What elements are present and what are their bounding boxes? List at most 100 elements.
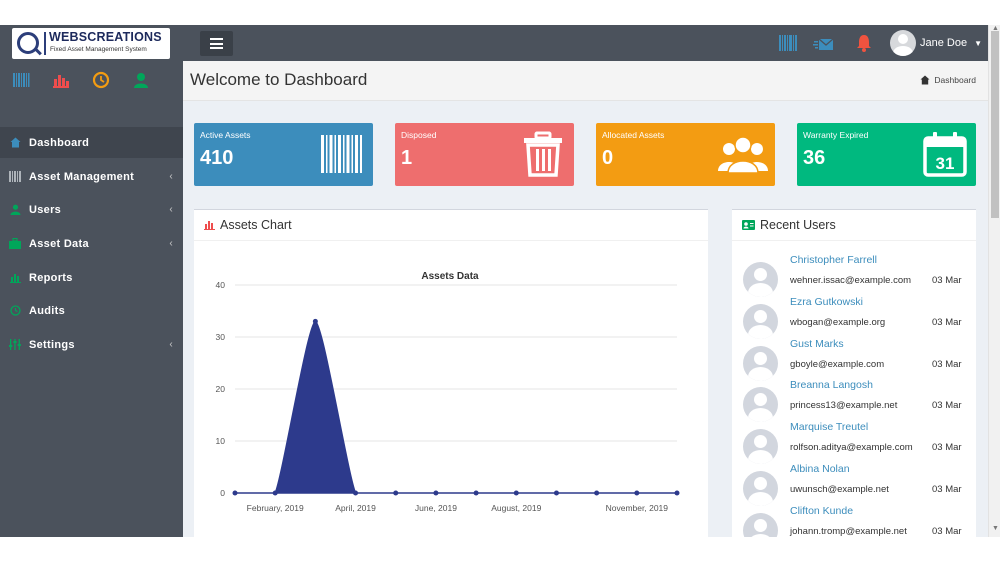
data-point[interactable] bbox=[353, 490, 359, 496]
clock-icon[interactable] bbox=[92, 71, 110, 89]
brand-logo[interactable]: WEBSCREATIONS Fixed Asset Management Sys… bbox=[12, 28, 170, 59]
data-point[interactable] bbox=[433, 490, 439, 496]
brand-tagline: Fixed Asset Management System bbox=[50, 46, 147, 53]
avatar bbox=[743, 345, 778, 381]
assets-chart-panel: Assets Chart Assets Data 0 10 20 30 40 Febru… bbox=[194, 209, 708, 537]
magnifier-logo-icon bbox=[17, 32, 39, 54]
chevron-left-icon: ‹ bbox=[169, 171, 173, 182]
data-point[interactable] bbox=[674, 490, 680, 496]
stat-value: 36 bbox=[803, 147, 826, 169]
chart-title: Assets Data bbox=[421, 271, 479, 282]
scroll-down-arrow-icon[interactable]: ▼ bbox=[992, 525, 999, 532]
barcode-icon[interactable] bbox=[777, 32, 799, 54]
bar-chart-icon[interactable] bbox=[52, 71, 70, 89]
x-tick-label: June, 2019 bbox=[415, 503, 457, 513]
user-date: 03 Mar bbox=[932, 316, 962, 328]
data-point[interactable] bbox=[473, 490, 479, 496]
user-name-link[interactable]: Gust Marks bbox=[790, 337, 844, 350]
user-menu[interactable]: Jane Doe ▼ bbox=[890, 29, 982, 57]
caret-down-icon: ▼ bbox=[974, 38, 983, 48]
list-item[interactable]: Christopher Farrell wehner.issac@example.… bbox=[732, 250, 976, 297]
sliders-icon bbox=[9, 339, 21, 351]
sidebar-item-label: Users bbox=[29, 203, 62, 216]
sidebar-item-label: Reports bbox=[29, 271, 73, 284]
user-name-link[interactable]: Breanna Langosh bbox=[790, 379, 873, 392]
data-point[interactable] bbox=[312, 318, 318, 324]
data-point[interactable] bbox=[232, 490, 238, 496]
user-date: 03 Mar bbox=[932, 525, 962, 537]
avatar bbox=[743, 387, 778, 423]
stat-label: Active Assets bbox=[200, 130, 251, 140]
user-date: 03 Mar bbox=[932, 275, 962, 286]
data-point[interactable] bbox=[513, 490, 519, 496]
user-name: Jane Doe bbox=[920, 37, 968, 49]
user-email: uwunsch@example.net bbox=[790, 484, 889, 495]
user-name-link[interactable]: Ezra Gutkowski bbox=[790, 295, 863, 308]
barcode-icon bbox=[9, 171, 21, 183]
user-name-link[interactable]: Albina Nolan bbox=[790, 463, 850, 475]
id-card-icon bbox=[742, 220, 755, 230]
stat-label: Disposed bbox=[401, 130, 437, 140]
brand-name: WEBSCREATIONS bbox=[49, 30, 162, 44]
user-icon[interactable] bbox=[132, 71, 150, 89]
x-tick-label: April, 2019 bbox=[335, 503, 376, 513]
data-point[interactable] bbox=[594, 490, 600, 496]
y-tick-label: 0 bbox=[220, 488, 225, 498]
avatar bbox=[743, 303, 778, 339]
breadcrumb[interactable]: Dashboard bbox=[920, 75, 976, 85]
avatar bbox=[890, 30, 916, 56]
data-point[interactable] bbox=[272, 490, 278, 496]
user-name-link[interactable]: Clifton Kunde bbox=[790, 504, 854, 517]
data-point[interactable] bbox=[634, 490, 640, 496]
data-point[interactable] bbox=[393, 490, 399, 496]
list-item[interactable]: Marquise Treutel rolfson.aditya@example.c… bbox=[732, 417, 976, 465]
sidebar-item-audits[interactable]: Audits bbox=[0, 295, 183, 326]
panel-header: Assets Chart bbox=[194, 210, 708, 241]
data-point[interactable] bbox=[553, 490, 559, 496]
y-tick-label: 10 bbox=[216, 436, 226, 446]
list-item[interactable]: Gust Marks gboyle@example.com 03 Mar bbox=[732, 334, 976, 381]
user-date: 03 Mar bbox=[932, 358, 962, 370]
sidebar-item-dashboard[interactable]: Dashboard bbox=[0, 127, 183, 158]
scroll-up-arrow-icon[interactable]: ▲ bbox=[992, 25, 999, 32]
mail-send-icon[interactable] bbox=[813, 32, 835, 54]
list-item[interactable]: Clifton Kunde johann.tromp@example.net 03 … bbox=[732, 501, 976, 537]
stat-card-disposed[interactable]: Disposed 1 bbox=[395, 123, 574, 186]
sidebar-toggle-button[interactable] bbox=[200, 31, 233, 56]
scroll-thumb[interactable] bbox=[991, 31, 999, 218]
user-email: gboyle@example.com bbox=[790, 358, 885, 370]
sidebar-item-label: Settings bbox=[29, 338, 75, 351]
home-icon bbox=[920, 75, 930, 85]
sidebar-item-reports[interactable]: Reports bbox=[0, 262, 183, 293]
scrollbar[interactable]: ▲ ▼ bbox=[988, 25, 1000, 537]
user-icon bbox=[9, 204, 21, 216]
user-email: rolfson.aditya@example.com bbox=[790, 442, 913, 454]
stat-card-active-assets[interactable]: Active Assets 410 bbox=[194, 123, 373, 186]
bell-icon[interactable] bbox=[853, 32, 875, 54]
list-item[interactable]: Ezra Gutkowski wbogan@example.org 03 Mar bbox=[732, 292, 976, 339]
sidebar-item-asset-data[interactable]: Asset Data ‹ bbox=[0, 228, 183, 259]
stat-card-warranty-expired[interactable]: Warranty Expired 36 31 bbox=[797, 123, 976, 186]
sidebar-item-users[interactable]: Users ‹ bbox=[0, 194, 183, 225]
sidebar-item-asset-management[interactable]: Asset Management ‹ bbox=[0, 161, 183, 192]
sidebar-item-settings[interactable]: Settings ‹ bbox=[0, 329, 183, 360]
panel-title: Recent Users bbox=[760, 218, 836, 232]
avatar bbox=[743, 512, 778, 537]
app-window: WEBSCREATIONS Fixed Asset Management Sys… bbox=[0, 25, 1000, 537]
avatar bbox=[743, 471, 778, 506]
breadcrumb-dashboard[interactable]: Dashboard bbox=[934, 75, 976, 85]
stat-card-allocated-assets[interactable]: Allocated Assets 0 bbox=[596, 123, 775, 186]
list-item[interactable]: Albina Nolan uwunsch@example.net 03 Mar bbox=[732, 459, 976, 506]
avatar bbox=[743, 262, 778, 297]
user-name-link[interactable]: Christopher Farrell bbox=[790, 254, 877, 266]
calendar-day-text: 31 bbox=[936, 154, 955, 173]
sidebar-item-label: Dashboard bbox=[29, 136, 90, 149]
stat-value: 0 bbox=[602, 147, 614, 169]
trash-icon bbox=[524, 131, 562, 177]
list-item[interactable]: Breanna Langosh princess13@example.net 03 … bbox=[732, 375, 976, 423]
page-title: Welcome to Dashboard bbox=[190, 70, 368, 89]
barcode-icon bbox=[321, 135, 362, 173]
barcode-icon[interactable] bbox=[12, 71, 30, 89]
user-name-link[interactable]: Marquise Treutel bbox=[790, 421, 869, 434]
calendar-icon: 31 bbox=[923, 132, 967, 177]
